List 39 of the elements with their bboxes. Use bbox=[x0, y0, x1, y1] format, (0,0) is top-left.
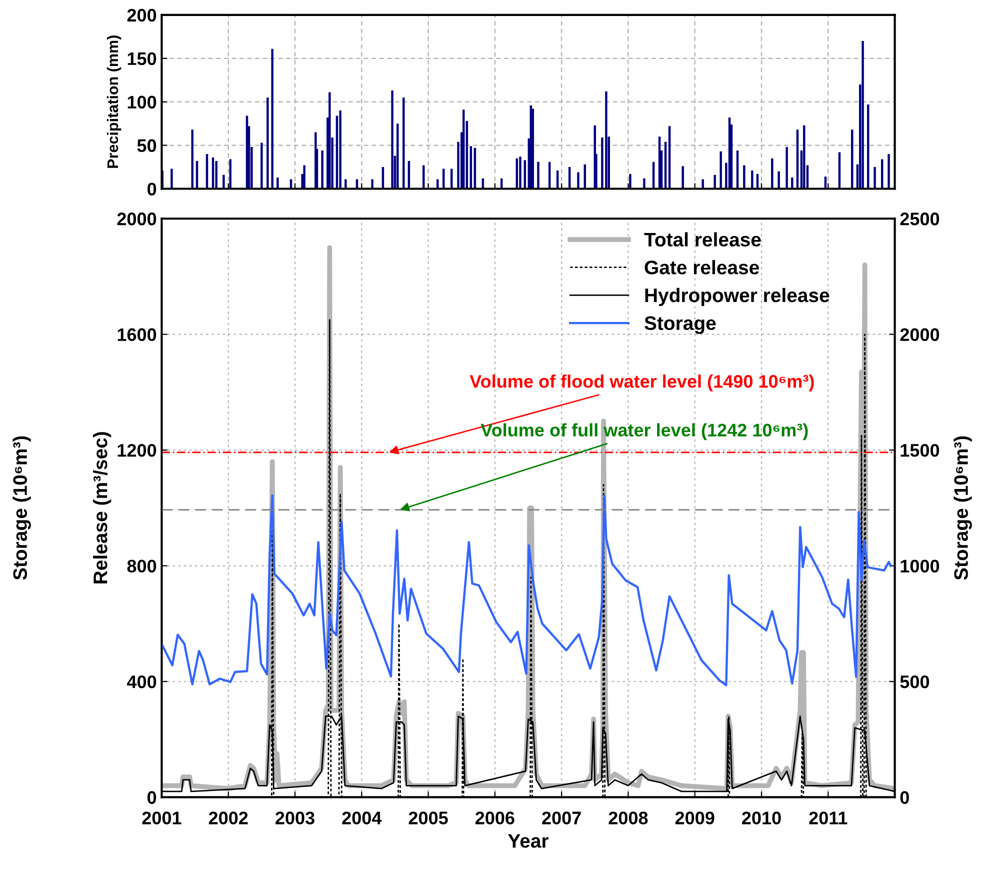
text: Storage (10⁶m³) bbox=[12, 436, 31, 580]
y-tick-label: 2000 bbox=[117, 212, 156, 226]
y-tick-label: 200 bbox=[127, 8, 156, 22]
y-tick-label: 0 bbox=[148, 182, 156, 196]
y2-tick-label: 2000 bbox=[900, 328, 940, 342]
y2-axis-title: Storage (10⁶m³) bbox=[954, 436, 972, 580]
y2-tick-label: 2500 bbox=[900, 212, 940, 226]
y-axis-title: Release (m³/sec) bbox=[92, 432, 112, 584]
y-tick-label: 1200 bbox=[118, 444, 156, 457]
y-tick-label: 100 bbox=[128, 96, 156, 109]
y-tick-label: 50 bbox=[137, 139, 156, 152]
y-tick-label: 400 bbox=[126, 675, 156, 688]
x-tick-label: 2005 bbox=[408, 812, 448, 824]
y2-tick-label: 500 bbox=[900, 675, 930, 688]
legend-label: Total release bbox=[644, 232, 761, 247]
x-tick-label: 2004 bbox=[342, 812, 382, 824]
y2-tick-label: 1500 bbox=[900, 444, 940, 457]
x-tick-label: 2009 bbox=[675, 812, 714, 824]
ref-line-label: Volume of flood water level (1490 10⁶m³) bbox=[470, 374, 814, 392]
y2-tick-label: 0 bbox=[900, 791, 909, 804]
x-tick-label: 2001 bbox=[142, 812, 182, 824]
x-tick-label: 2008 bbox=[608, 812, 648, 824]
x-tick-label: 2010 bbox=[742, 812, 781, 824]
x-tick-label: 2002 bbox=[208, 812, 248, 824]
legend-label: Storage bbox=[644, 316, 716, 334]
x-tick-label: 2007 bbox=[542, 812, 581, 824]
legend-label: Hydropower release bbox=[645, 288, 830, 306]
x-tick-label: 2011 bbox=[809, 812, 848, 824]
x-tick-label: 2003 bbox=[276, 812, 314, 824]
y-tick-label: 800 bbox=[127, 560, 156, 573]
ref-line-label: Volume of full water level (1242 10⁶m³) bbox=[480, 423, 808, 440]
y-tick-label: 1600 bbox=[118, 328, 156, 342]
legend-label: Gate release bbox=[644, 260, 759, 274]
y-tick-label: 150 bbox=[128, 52, 156, 66]
y-axis-title: Precipitation (mm) bbox=[106, 36, 122, 168]
y-tick-label: 0 bbox=[148, 791, 156, 804]
x-tick-label: 2006 bbox=[475, 812, 514, 824]
x-axis-title: Year bbox=[508, 834, 548, 848]
y2-tick-label: 1000 bbox=[900, 560, 940, 573]
